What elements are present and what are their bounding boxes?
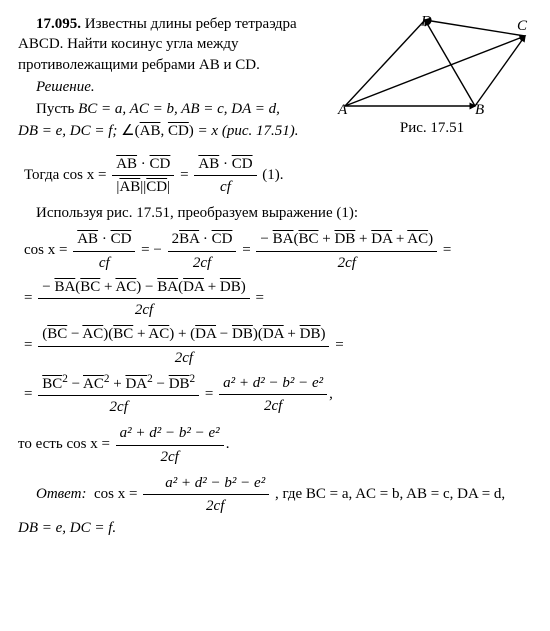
result-line: то есть cos x = a² + d² − b² − e² 2cf . — [18, 423, 532, 467]
figure-caption: Рис. 17.51 — [332, 118, 532, 138]
problem-statement: 17.095. Известны длины ребер тетраэдра A… — [18, 14, 332, 75]
let-line-1: Пусть BC = a, AC = b, AB = c, DA = d, — [18, 99, 332, 119]
answer-tail-2: DB = e, DC = f. — [18, 518, 532, 538]
using-figure-text: Используя рис. 17.51, преобразуем выраже… — [18, 203, 532, 223]
figure-17-51: A B C D — [335, 14, 530, 114]
svg-text:D: D — [420, 14, 432, 30]
problem-number: 17.095. — [36, 16, 81, 32]
solution-label: Решение. — [18, 77, 332, 97]
equation-chain: cos x = AB · CD cf = − 2BA · CD 2cf = − … — [24, 229, 532, 417]
let-line-2: DB = e, DC = f; ∠(AB, CD) = x (рис. 17.5… — [18, 121, 332, 141]
answer: Ответ: cos x = a² + d² − b² − e² 2cf , г… — [18, 473, 532, 517]
svg-text:B: B — [475, 102, 484, 114]
equation-1: Тогда cos x = AB · CD |AB||CD| = AB · CD… — [24, 154, 532, 198]
svg-text:C: C — [517, 18, 528, 34]
svg-text:A: A — [337, 102, 348, 114]
